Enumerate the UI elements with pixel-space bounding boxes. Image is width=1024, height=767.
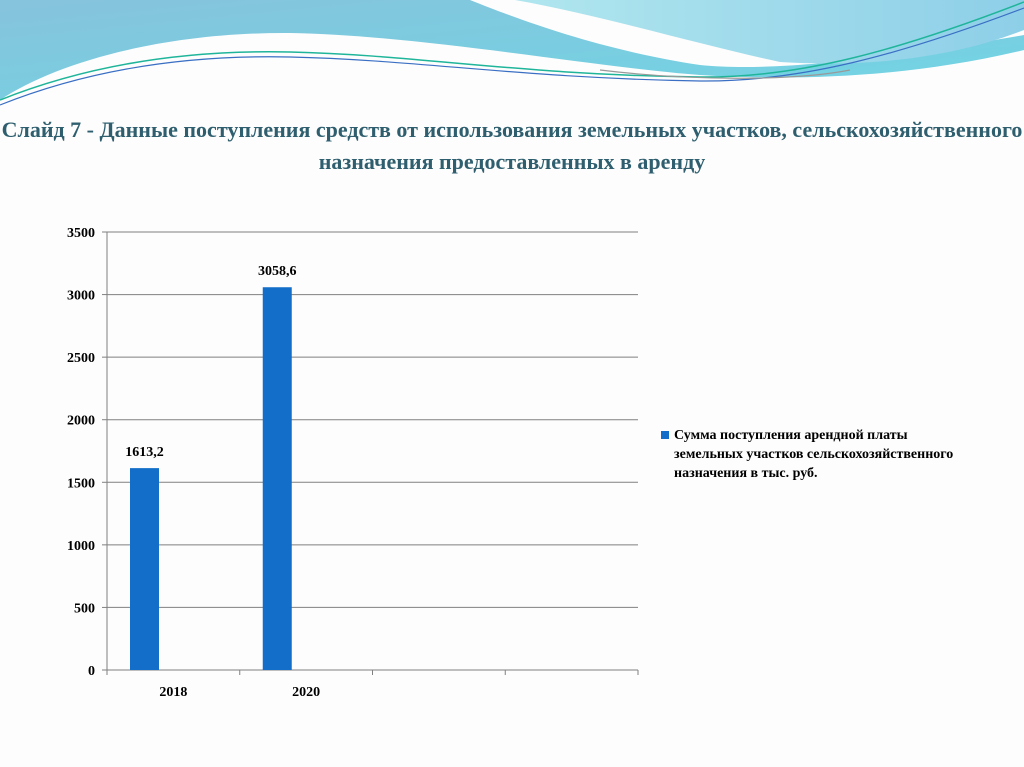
data-label: 1613,2 bbox=[125, 445, 164, 460]
y-tick-label: 3000 bbox=[67, 289, 95, 304]
y-tick-label: 2000 bbox=[67, 414, 95, 429]
data-label: 3058,6 bbox=[258, 264, 297, 279]
x-tick-label: 2018 bbox=[159, 685, 187, 700]
legend-swatch bbox=[661, 431, 669, 439]
slide-title: Слайд 7 - Данные поступления средств от … bbox=[1, 117, 1023, 174]
decorative-wave-banner bbox=[0, 0, 1024, 106]
y-tick-label: 0 bbox=[88, 664, 95, 679]
y-tick-label: 1000 bbox=[67, 539, 95, 554]
x-tick-label: 2020 bbox=[292, 685, 320, 700]
bar-2018 bbox=[130, 468, 159, 670]
legend-label: Сумма поступления арендной платы земельн… bbox=[674, 428, 954, 481]
legend: Сумма поступления арендной платы земельн… bbox=[661, 426, 972, 483]
bar-2020 bbox=[262, 287, 292, 670]
y-tick-label: 3500 bbox=[67, 226, 95, 241]
y-tick-label: 500 bbox=[74, 601, 95, 616]
y-tick-label: 2500 bbox=[67, 351, 95, 366]
y-tick-label: 1500 bbox=[67, 476, 95, 491]
